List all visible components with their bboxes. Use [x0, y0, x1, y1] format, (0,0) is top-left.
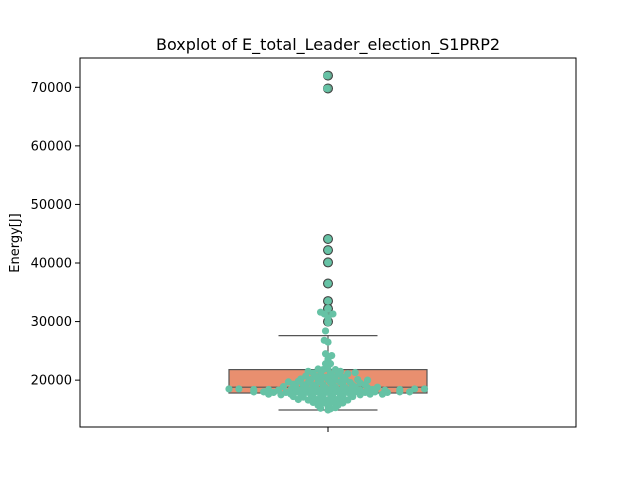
swarm-point [378, 390, 387, 398]
swarm-point [265, 390, 273, 398]
swarm-point [324, 235, 332, 243]
y-axis: 20000 30000 40000 50000 60000 70000 [31, 81, 80, 389]
swarm-point [406, 388, 414, 396]
swarm-point [324, 258, 332, 267]
swarm-point [324, 279, 332, 288]
plot-area [225, 70, 429, 414]
swarm-point [294, 395, 302, 404]
swarm-point [331, 404, 340, 412]
swarm-point [277, 391, 285, 399]
y-tick-label: 50000 [31, 198, 72, 213]
swarm-point [316, 404, 325, 412]
swarm-point [324, 305, 332, 313]
swarm-point [250, 388, 258, 396]
y-tick-label: 40000 [31, 257, 72, 272]
y-tick-label: 70000 [31, 81, 72, 96]
swarm-point [235, 385, 243, 393]
swarm-point [323, 84, 331, 93]
swarm-point [324, 319, 332, 327]
swarm-point [324, 297, 332, 305]
swarm-point [329, 310, 337, 318]
swarm-point [323, 71, 331, 80]
swarm-point [420, 385, 429, 393]
y-tick-label: 60000 [31, 139, 72, 154]
swarm-point [366, 390, 374, 398]
y-axis-label: Energy[J] [8, 213, 23, 273]
swarm-point [396, 388, 404, 396]
swarm-point [356, 391, 364, 399]
swarm-point [324, 338, 332, 346]
swarm-point [324, 246, 332, 254]
swarm-point [324, 406, 332, 414]
swarm-point [321, 327, 330, 335]
swarm-point [225, 385, 233, 393]
chart-title: Boxplot of E_total_Leader_election_S1PRP… [156, 35, 500, 55]
y-tick-label: 30000 [31, 315, 72, 330]
y-tick-label: 20000 [31, 374, 72, 389]
swarm-point [351, 368, 359, 377]
